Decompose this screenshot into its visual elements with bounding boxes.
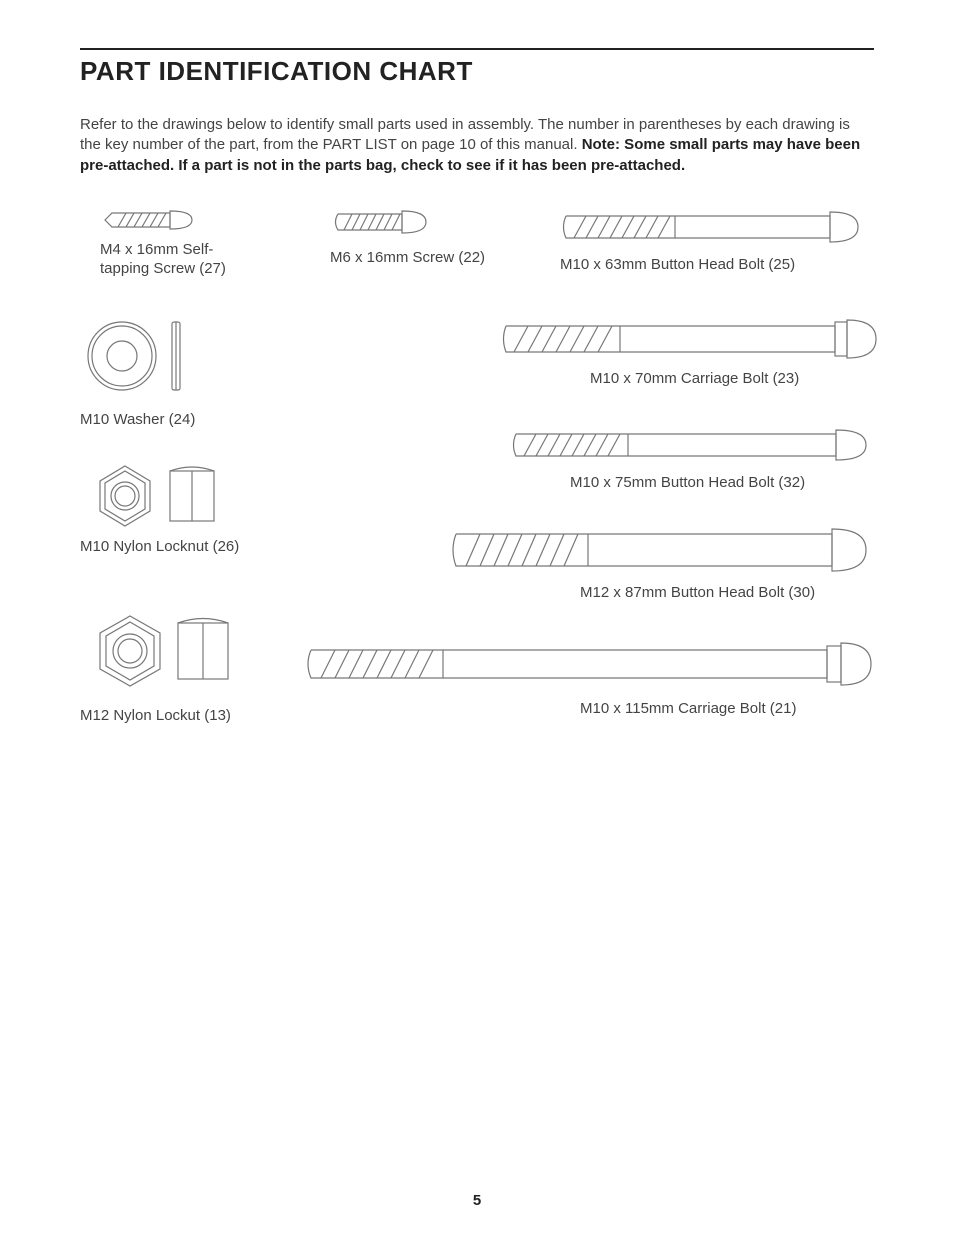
page-number: 5 xyxy=(0,1192,954,1209)
part-label: M10 x 75mm Button Head Bolt (32) xyxy=(570,474,880,491)
part-screw-m4: M4 x 16mm Self-tapping Screw (27) xyxy=(100,206,240,279)
screw-icon xyxy=(330,206,430,238)
top-rule xyxy=(80,48,874,50)
manual-page: PART IDENTIFICATION CHART Refer to the d… xyxy=(0,0,954,1235)
part-label: M6 x 16mm Screw (22) xyxy=(330,248,500,268)
part-label: M4 x 16mm Self-tapping Screw (27) xyxy=(100,240,240,279)
part-label: M10 Nylon Locknut (26) xyxy=(80,537,280,557)
part-bolt-m12-87: M12 x 87mm Button Head Bolt (30) xyxy=(450,524,880,601)
screw-icon xyxy=(100,206,195,234)
bolt-icon xyxy=(510,424,870,466)
part-bolt-m10-70: M10 x 70mm Carriage Bolt (23) xyxy=(500,314,880,387)
part-label: M10 x 115mm Carriage Bolt (21) xyxy=(580,700,885,717)
locknut-icon xyxy=(80,611,250,696)
locknut-icon xyxy=(80,461,240,531)
part-bolt-m10-63: M10 x 63mm Button Head Bolt (25) xyxy=(560,206,880,273)
bolt-icon xyxy=(305,638,875,690)
part-washer-m10: M10 Washer (24) xyxy=(80,316,240,430)
part-label: M10 x 63mm Button Head Bolt (25) xyxy=(560,256,880,273)
part-label: M12 x 87mm Button Head Bolt (30) xyxy=(580,584,880,601)
part-locknut-m10: M10 Nylon Locknut (26) xyxy=(80,461,280,557)
page-title: PART IDENTIFICATION CHART xyxy=(80,56,874,87)
parts-chart: M4 x 16mm Self-tapping Screw (27) M6 x 1… xyxy=(80,206,874,766)
intro-paragraph: Refer to the drawings below to identify … xyxy=(80,115,874,176)
bolt-icon xyxy=(560,206,860,248)
bolt-icon xyxy=(450,524,870,576)
part-bolt-m10-115: M10 x 115mm Carriage Bolt (21) xyxy=(305,638,885,717)
part-bolt-m10-75: M10 x 75mm Button Head Bolt (32) xyxy=(510,424,880,491)
part-screw-m6: M6 x 16mm Screw (22) xyxy=(330,206,500,268)
bolt-icon xyxy=(500,314,880,364)
part-locknut-m12: M12 Nylon Lockut (13) xyxy=(80,611,280,726)
part-label: M10 x 70mm Carriage Bolt (23) xyxy=(590,370,880,387)
washer-icon xyxy=(80,316,200,396)
part-label: M12 Nylon Lockut (13) xyxy=(80,706,280,726)
part-label: M10 Washer (24) xyxy=(80,410,240,430)
